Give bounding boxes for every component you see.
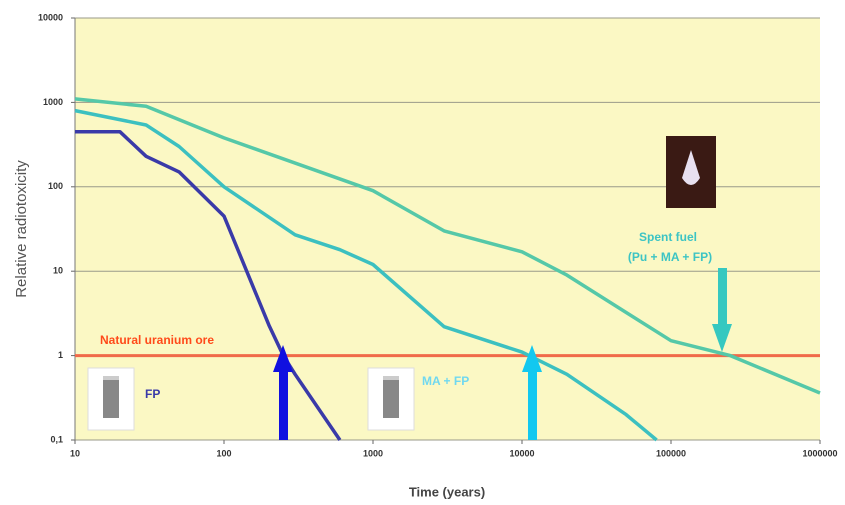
annotation: (Pu + MA + FP) xyxy=(628,250,712,264)
series-label: FP xyxy=(145,387,160,401)
y-axis-title: Relative radiotoxicity xyxy=(13,160,30,298)
x-tick-label: 100000 xyxy=(656,448,686,458)
x-tick-label: 1000000 xyxy=(802,448,837,458)
x-tick-label: 1000 xyxy=(363,448,383,458)
y-tick-label: 1000 xyxy=(43,97,63,107)
x-tick-label: 100 xyxy=(216,448,231,458)
y-tick-label: 0,1 xyxy=(50,434,63,444)
canister-icon xyxy=(88,368,134,430)
fuel-icon xyxy=(666,136,716,208)
series-label: Natural uranium ore xyxy=(100,333,214,347)
series-label: MA + FP xyxy=(422,374,469,388)
chart: Natural uranium ore FP MA + FP Spent fue… xyxy=(0,0,845,505)
x-tick-label: 10 xyxy=(70,448,80,458)
y-tick-label: 1 xyxy=(58,350,63,360)
x-axis-title: Time (years) xyxy=(409,484,485,499)
y-tick-label: 100 xyxy=(48,181,63,191)
canister-icon xyxy=(368,368,414,430)
y-tick-label: 10 xyxy=(53,266,63,276)
series-label: Spent fuel xyxy=(639,230,697,244)
y-tick-label: 10000 xyxy=(38,12,63,22)
x-tick-label: 10000 xyxy=(509,448,534,458)
